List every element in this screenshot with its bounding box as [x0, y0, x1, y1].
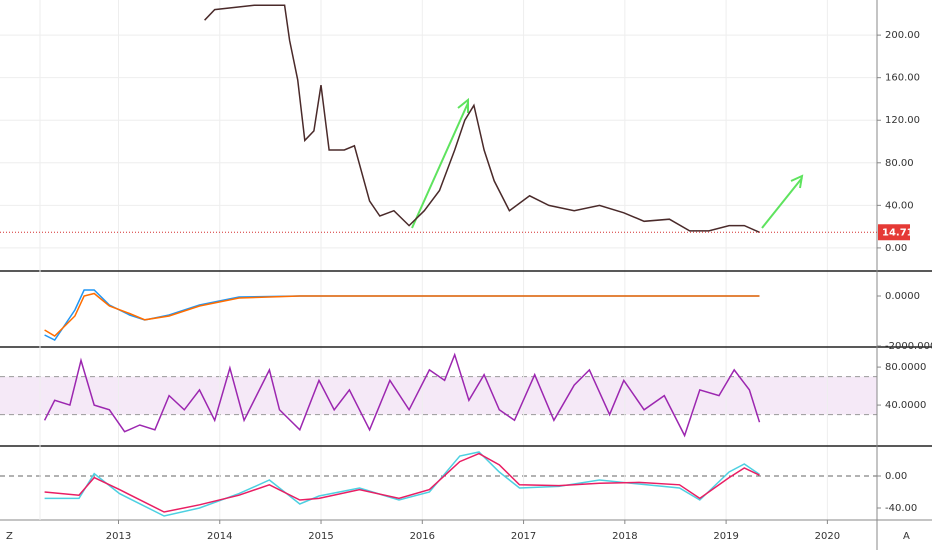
y-tick-label: 160.00 — [885, 73, 920, 84]
corner-label: A — [903, 531, 910, 542]
x-tick-label: 2020 — [815, 531, 840, 542]
y-tick-label: 40.0000 — [885, 400, 926, 411]
y-tick-label: 0.00 — [885, 243, 907, 254]
trend-arrow — [761, 177, 803, 229]
x-tick-label: 2018 — [612, 531, 637, 542]
arrow-head — [457, 97, 469, 113]
y-tick-label: 0.0000 — [885, 291, 920, 302]
trend-arrow — [411, 102, 469, 229]
x-tick-label: 2016 — [410, 531, 435, 542]
y-tick-label: 80.0000 — [885, 362, 926, 373]
y-tick-label: 200.00 — [885, 30, 920, 41]
y-tick-label: -40.00 — [885, 503, 917, 514]
x-tick-label: 2013 — [106, 531, 131, 542]
series-line — [44, 452, 760, 513]
corner-label: Z — [6, 531, 13, 542]
series-line — [43, 352, 761, 438]
series-line — [204, 4, 760, 233]
y-tick-label: 80.00 — [885, 158, 914, 169]
y-tick-label: 40.00 — [885, 200, 914, 211]
y-tick-label: -2000.0000 — [885, 341, 932, 352]
last-price-tag — [878, 224, 910, 241]
last-price-label: 14.71 — [882, 227, 914, 238]
arrow-head — [790, 174, 804, 189]
y-tick-label: 120.00 — [885, 115, 920, 126]
series-line — [44, 451, 760, 517]
series-line — [44, 289, 760, 341]
rsi-band — [0, 376, 877, 415]
y-tick-label: 0.00 — [885, 471, 907, 482]
x-tick-label: 2015 — [308, 531, 333, 542]
x-tick-label: 2017 — [511, 531, 536, 542]
x-tick-label: 2019 — [713, 531, 738, 542]
x-tick-label: 2014 — [207, 531, 232, 542]
series-line — [44, 292, 760, 337]
